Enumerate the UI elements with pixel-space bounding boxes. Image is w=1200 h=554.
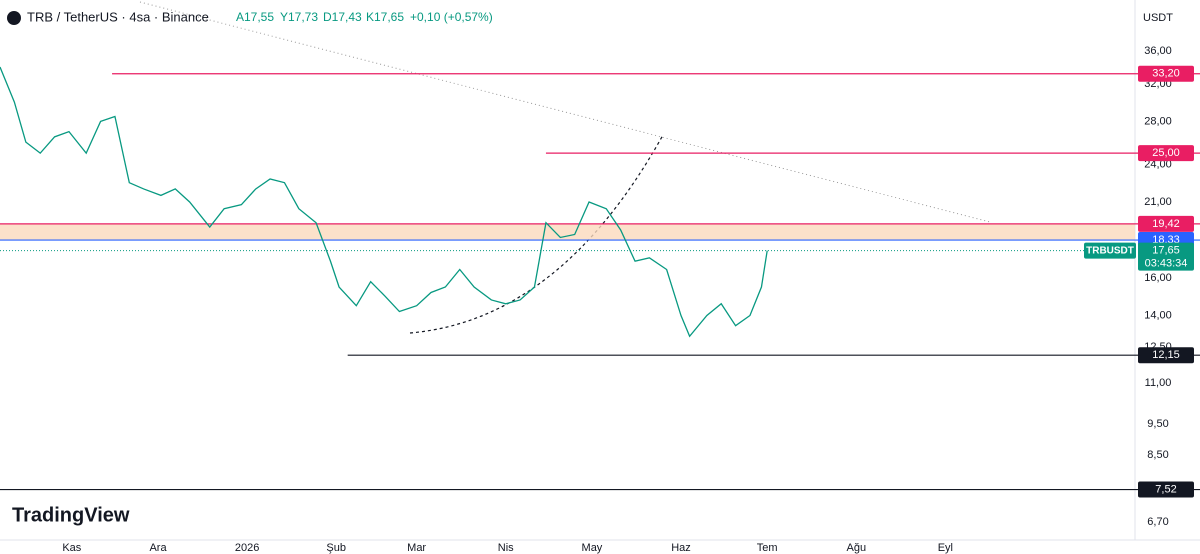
ohlc-low: D17,43 — [323, 10, 362, 24]
price-label-bg — [1138, 215, 1194, 232]
logo: TradingView — [12, 504, 130, 526]
y-tick-label: 16,00 — [1144, 272, 1172, 284]
price-line — [0, 66, 768, 338]
ohlc-change: +0,10 (+0,57%) — [410, 10, 493, 24]
symbol-tag: TRBUSDT — [1086, 245, 1134, 256]
y-tick-label: 11,00 — [1145, 377, 1172, 389]
x-tick-label: Şub — [326, 542, 346, 554]
ohlc-open: A17,55 — [236, 10, 274, 24]
zone — [0, 223, 1135, 241]
y-tick-label: 6,70 — [1147, 516, 1168, 528]
price-label: 7,52 — [1155, 483, 1176, 495]
price-label-bg — [1138, 145, 1194, 162]
y-tick-label: 14,00 — [1144, 309, 1172, 321]
y-tick-label: 28,00 — [1144, 115, 1172, 127]
last-price-bg — [1138, 242, 1194, 271]
x-tick-label: Mar — [407, 542, 426, 554]
currency[interactable]: USDT — [1143, 12, 1173, 24]
last-price-label: 17,65 — [1152, 245, 1180, 257]
price-label-bg — [1138, 481, 1194, 498]
price-label: 25,00 — [1152, 147, 1180, 159]
symbol-icon — [7, 11, 21, 25]
price-label-bg — [1138, 347, 1194, 364]
y-tick-label: 9,50 — [1147, 418, 1168, 430]
x-tick-label: Nis — [498, 542, 514, 554]
y-tick-label: 8,50 — [1147, 449, 1168, 461]
countdown: 03:43:34 — [1145, 258, 1188, 270]
x-tick-label: Eyl — [938, 542, 953, 554]
symbol-tag-bg — [1084, 242, 1136, 259]
x-tick-label: May — [582, 542, 603, 554]
x-tick-label: Ağu — [846, 542, 866, 554]
arc-drawing — [409, 134, 664, 334]
y-tick-label: 36,00 — [1144, 45, 1172, 57]
ohlc-high: Y17,73 — [280, 10, 318, 24]
ohlc-close: K17,65 — [366, 10, 404, 24]
y-tick-label: 24,00 — [1144, 158, 1172, 170]
x-tick-label: 2026 — [235, 542, 259, 554]
x-tick-label: Kas — [62, 542, 81, 554]
x-tick-label: Haz — [671, 542, 691, 554]
y-tick-label: 21,00 — [1144, 196, 1172, 208]
price-label: 19,42 — [1152, 218, 1180, 230]
symbol: TRB / TetherUS · 4sa · Binance — [27, 9, 209, 24]
price-label-bg — [1138, 65, 1194, 82]
price-label: 12,15 — [1152, 349, 1180, 361]
x-tick-label: Ara — [149, 542, 167, 554]
x-tick-label: Tem — [757, 542, 778, 554]
price-label: 33,20 — [1152, 68, 1180, 80]
